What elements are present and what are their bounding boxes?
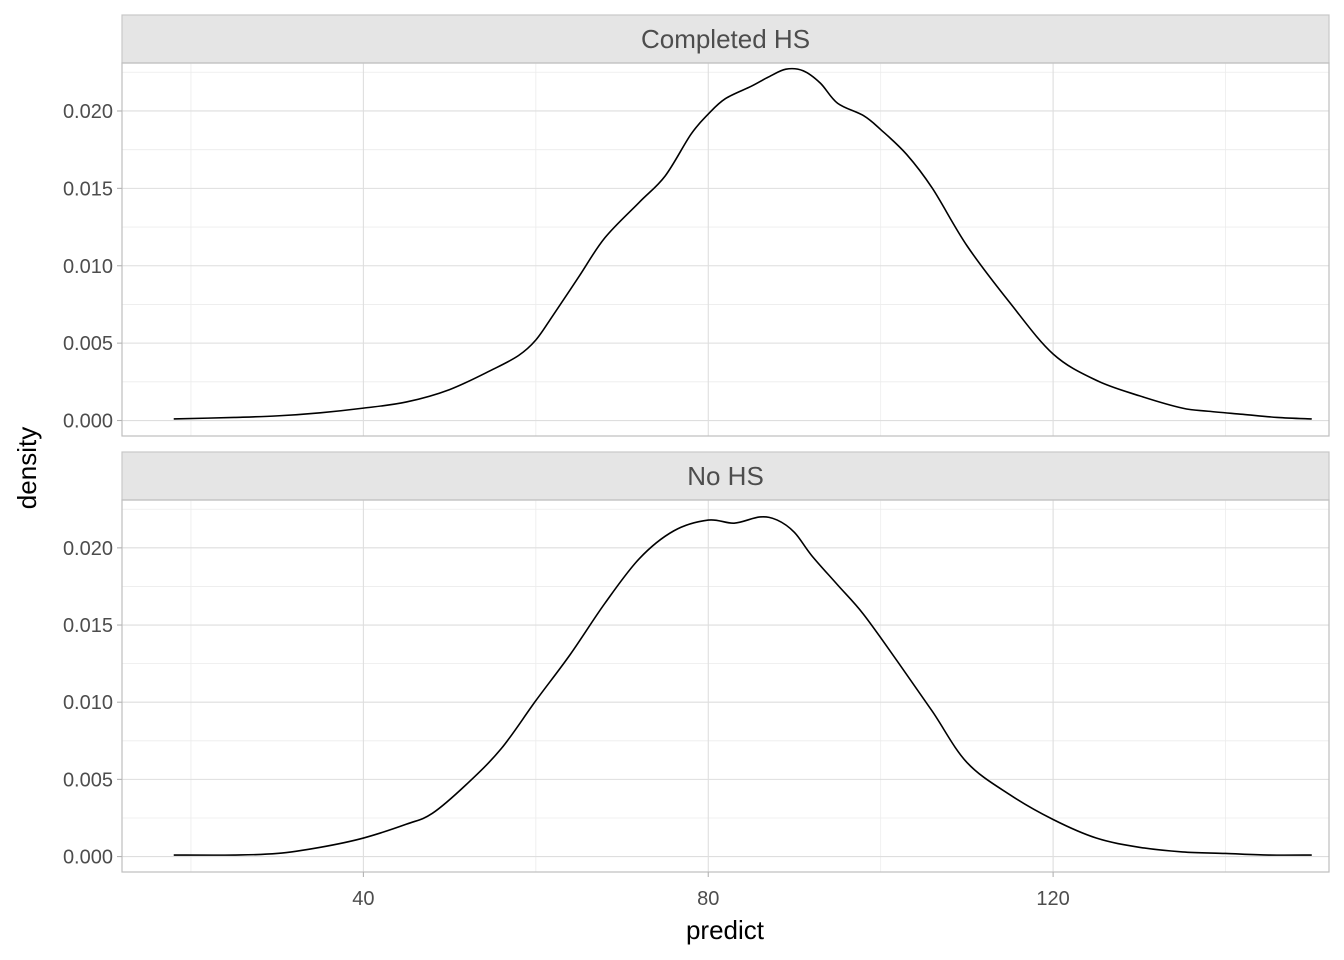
x-tick-label: 40 (352, 888, 374, 910)
panel-border (121, 62, 1330, 437)
x-tick-label: 80 (697, 888, 719, 910)
facet-strip-label: No HS (687, 461, 764, 491)
y-tick-label: 0.010 (63, 692, 113, 714)
y-tick-label: 0.000 (63, 847, 113, 869)
facet-panel: Completed HS 0.000 0.005 0.010 0.015 0.020 (63, 14, 1330, 437)
facet-strip-label: Completed HS (641, 24, 810, 54)
y-tick-label: 0.015 (63, 615, 113, 637)
facet-strip (121, 14, 1330, 64)
panel-border (121, 499, 1330, 873)
density-curve-completed-hs (173, 67, 1312, 420)
x-tick-label: 120 (1036, 888, 1069, 910)
y-tick-label: 0.005 (63, 769, 113, 791)
y-tick-label: 0.020 (63, 101, 113, 123)
y-tick-label: 0.000 (63, 411, 113, 433)
x-axis-title: predict (686, 915, 765, 945)
y-tick-label: 0.015 (63, 178, 113, 200)
facet-panel: No HS 0.000 0.005 0.010 0.015 0.020 40 80 120 (63, 451, 1330, 910)
y-axis-title: density (12, 427, 42, 509)
y-tick-label: 0.020 (63, 538, 113, 560)
y-tick-label: 0.010 (63, 256, 113, 278)
density-curve-no-hs (173, 516, 1312, 856)
y-tick-label: 0.005 (63, 333, 113, 355)
